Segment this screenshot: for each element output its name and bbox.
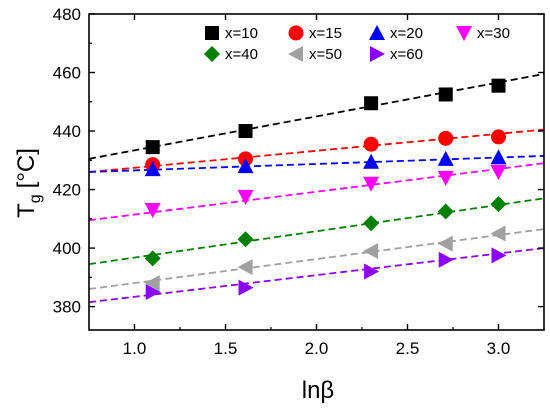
data-point-s1-1 <box>145 140 160 155</box>
data-point-s1-3 <box>364 96 379 111</box>
data-point-s3-3 <box>363 153 380 169</box>
fit-line-2 <box>88 128 545 173</box>
legend-label-1: x=10 <box>225 25 258 42</box>
x-tick-label-1: 1.0 <box>123 339 147 358</box>
fit-line-3 <box>88 155 545 173</box>
data-point-s7-4 <box>438 251 454 268</box>
legend-label-3: x=20 <box>390 25 423 42</box>
y-axis-label-unit: [°C] <box>13 148 40 188</box>
legend-marker-1 <box>205 26 219 40</box>
y-axis-label-group: Tg [°C] <box>13 148 44 218</box>
data-point-s6-1 <box>144 275 160 292</box>
x-axis-label: lnβ <box>302 377 334 404</box>
legend-marker-2 <box>288 25 304 41</box>
data-point-s4-1 <box>144 203 161 219</box>
legend-label-7: x=60 <box>390 46 423 63</box>
legend-marker-3 <box>369 25 385 40</box>
data-point-s5-3 <box>363 215 380 232</box>
legend-marker-4 <box>456 26 472 41</box>
data-point-s6-2 <box>237 259 253 276</box>
x-tick-label-2: 1.5 <box>214 339 238 358</box>
y-axis-label-symbol: T <box>13 203 40 218</box>
data-point-s1-2 <box>238 124 253 139</box>
data-point-s3-4 <box>437 150 454 166</box>
legend: x=10 x=15 x=20 x=30 x=40 x=50 x=60 <box>204 25 510 63</box>
y-axis-label-subscript: g <box>27 194 44 203</box>
legend-marker-5 <box>204 46 220 62</box>
y-tick-label-4: 440 <box>53 122 81 141</box>
data-point-s4-2 <box>237 189 254 205</box>
data-point-s7-5 <box>491 247 507 264</box>
data-point-s1-4 <box>438 87 453 102</box>
fit-lines <box>88 73 545 304</box>
data-point-s3-5 <box>490 149 507 165</box>
y-tick-label-1: 380 <box>53 298 81 317</box>
data-point-s1-5 <box>491 78 506 93</box>
fit-line-1 <box>88 73 545 160</box>
data-point-s5-1 <box>144 250 161 267</box>
data-point-s2-3 <box>363 136 379 152</box>
plot-background <box>89 14 544 330</box>
data-point-s4-4 <box>437 170 454 186</box>
data-markers <box>144 78 507 300</box>
y-tick-label-3: 420 <box>53 181 81 200</box>
data-point-s7-2 <box>238 279 254 296</box>
plot-area <box>89 14 544 330</box>
legend-label-6: x=50 <box>309 46 342 63</box>
y-tick-label-2: 400 <box>53 239 81 258</box>
data-point-s3-1 <box>144 161 161 177</box>
data-point-s2-5 <box>491 129 506 145</box>
data-point-s6-5 <box>490 225 506 242</box>
x-tick-label-5: 3.0 <box>487 339 511 358</box>
x-tick-label-4: 2.5 <box>396 339 420 358</box>
data-point-s4-5 <box>490 165 507 180</box>
data-point-s3-2 <box>237 158 254 174</box>
legend-marker-7 <box>370 46 385 62</box>
data-point-s4-3 <box>363 176 380 192</box>
y-tick-label-6: 480 <box>53 5 81 24</box>
y-axis-label: Tg [°C] <box>13 148 44 218</box>
data-point-s7-3 <box>364 263 380 280</box>
legend-label-2: x=15 <box>309 25 342 42</box>
data-point-s6-3 <box>363 243 379 259</box>
y-tick-label-5: 460 <box>53 64 81 83</box>
data-point-s7-1 <box>145 283 161 300</box>
legend-label-4: x=30 <box>477 25 510 42</box>
x-tick-label-3: 2.0 <box>305 339 329 358</box>
data-point-s2-4 <box>438 130 454 146</box>
data-point-s5-5 <box>490 196 507 213</box>
data-point-s5-2 <box>237 231 254 248</box>
data-point-s5-4 <box>437 203 454 220</box>
axes: 1.0 1.5 2.0 2.5 3.0 380 400 420 440 460 480 <box>53 5 545 358</box>
legend-label-5: x=40 <box>225 46 258 63</box>
data-point-s6-4 <box>437 235 453 252</box>
legend-marker-6 <box>288 46 303 62</box>
